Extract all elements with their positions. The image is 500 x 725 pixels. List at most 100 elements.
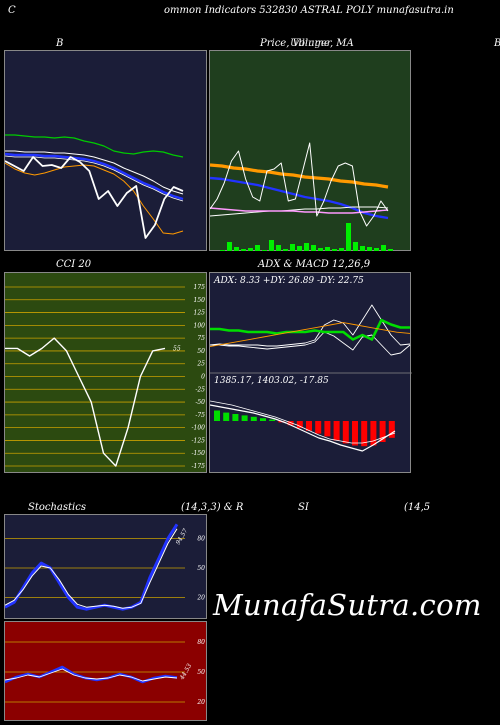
cci-tick-label: 50 [197, 348, 205, 355]
bollinger-chart [5, 134, 184, 239]
adx-plus-dy-line [210, 304, 411, 347]
adx-orange-line [210, 322, 411, 348]
bollinger-title: B [56, 38, 64, 49]
cci-panel: 175 150 125 100 75 50 25 0 -25 -50 -75 -100 -125 -150… [4, 272, 207, 473]
adx-line [210, 318, 410, 341]
cci-tick-label: 175 [194, 284, 206, 291]
boll-middle-edge-line [5, 155, 184, 202]
ma-blue-line [210, 176, 389, 220]
macd-line [210, 404, 396, 452]
volume-bar [332, 249, 337, 251]
volume-bar [311, 245, 316, 251]
volume-bar [297, 246, 302, 251]
volume-bar [276, 245, 281, 251]
volume-bar [241, 249, 246, 251]
stoch-title-left: Stochastics [28, 502, 86, 513]
cci-tick-label: -50 [195, 399, 205, 406]
stoch-k-line [5, 523, 179, 611]
rsi-panel: 80 50 20 44.53 [4, 621, 207, 721]
volume-bar [388, 249, 393, 251]
rsi-title-left: SI [298, 502, 309, 513]
volume-bar [290, 244, 295, 251]
volume-bar [318, 248, 323, 251]
price-close-line [210, 142, 389, 227]
macd-histogram-bar [342, 421, 349, 444]
boll-lower-orange-line [5, 162, 184, 235]
volume-bar [220, 250, 225, 251]
boll-middle-blue-line [5, 152, 184, 201]
cci-tick-label: -125 [192, 437, 206, 444]
volume-bar [367, 247, 372, 251]
macd-histogram-bar [296, 421, 303, 428]
volume-bar [234, 247, 239, 251]
cci-tick-label: 150 [194, 297, 206, 304]
boll-price-line [5, 156, 184, 239]
macd-histogram-bar [223, 412, 230, 421]
cci-tick-label: 75 [197, 335, 205, 342]
price-title-overlay: Ullinger [290, 38, 332, 49]
macd-histogram-bar [324, 421, 331, 437]
volume-bar [283, 249, 288, 251]
volume-bar [353, 242, 358, 251]
stoch-tick-label: 80 [197, 536, 205, 543]
boll-upper-green-line [5, 134, 184, 158]
volume-bar [339, 248, 344, 251]
adx-readout: ADX: 8.33 +DY: 26.89 -DY: 22.75 [214, 276, 364, 286]
cci-tick-label: 25 [196, 361, 205, 368]
macd-histogram-bar [370, 421, 377, 446]
volume-bar [304, 243, 309, 251]
volume-bar [255, 245, 260, 251]
cci-chart: 175 150 125 100 75 50 25 0 -25 -50 -75 -100 -125 -150… [5, 284, 206, 470]
macd-histogram-bar [241, 415, 248, 421]
macd-histogram-bar [306, 421, 312, 431]
cci-tick-label: -150 [192, 450, 206, 457]
volume-bar [248, 248, 253, 251]
boll-band-white-line [5, 150, 184, 195]
stoch-current-value: 94.57 [175, 527, 190, 546]
cci-tick-label: -75 [195, 412, 205, 419]
rsi-signal-line [5, 668, 178, 682]
adx-macd-chart [210, 304, 412, 452]
cci-tick-label: 125 [194, 310, 206, 317]
macd-readout: 1385.17, 1403.02, -17.85 [214, 376, 329, 386]
watermark: MunafaSutra.com [213, 588, 482, 622]
rsi-title-right: (14,5 [404, 502, 431, 513]
volume-bar [374, 248, 379, 251]
macd-histogram-bar [214, 410, 220, 421]
macd-histogram-bar [269, 419, 276, 421]
volume-bar [262, 250, 267, 251]
cci-tick-label: -25 [195, 386, 205, 393]
ma-pink-line [210, 207, 389, 214]
stoch-chart: 80 50 20 94.57 [5, 523, 205, 611]
macd-histogram-bar [379, 421, 386, 442]
stoch-tick-label: 20 [196, 594, 205, 601]
ma-white-line [210, 206, 389, 217]
macd-histogram-bar [333, 421, 340, 441]
stoch-tick-label: 50 [197, 565, 205, 572]
price-panel [209, 50, 411, 251]
cci-tick-label: 0 [201, 374, 205, 381]
macd-histogram-bar [287, 421, 294, 426]
page-title: ommon Indicators 532830 ASTRAL POLY muna… [164, 5, 454, 16]
macd-histogram-bar [388, 421, 395, 438]
rsi-tick-label: 80 [197, 639, 205, 646]
price-chart [210, 142, 393, 251]
cci-tick-label: 100 [194, 322, 206, 329]
macd-signal-line [210, 400, 396, 444]
macd-histogram-bar [352, 421, 358, 446]
volume-bar [360, 246, 365, 251]
volume-bar [227, 242, 232, 251]
cci-line [5, 337, 166, 467]
header-left-letter: C [8, 5, 16, 16]
volume-bar [381, 245, 386, 251]
stoch-title-mid: (14,3,3) & R [181, 502, 244, 513]
price-title: Price, Volume, MA [260, 38, 354, 49]
price-right-letter: B [494, 38, 500, 49]
macd-histogram-bar [315, 421, 322, 434]
volume-bar [269, 240, 274, 251]
cci-tick-label: -100 [192, 425, 206, 432]
rsi-tick-label: 20 [196, 699, 205, 706]
adx-minus-dy-line [210, 331, 411, 356]
adx-title: ADX & MACD 12,26,9 [258, 259, 371, 270]
